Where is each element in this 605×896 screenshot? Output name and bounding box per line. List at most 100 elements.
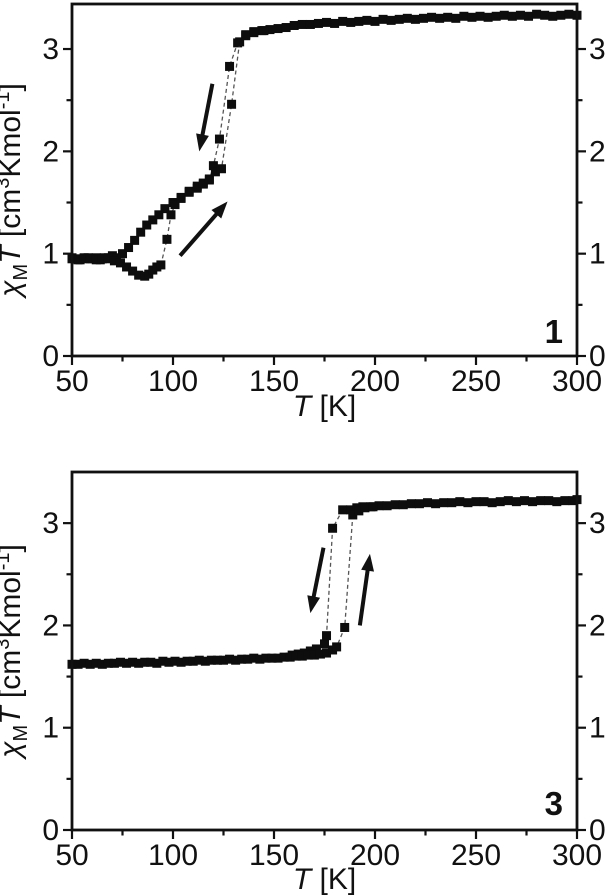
data-point-marker [338, 16, 348, 26]
data-point-marker [166, 210, 176, 220]
y-tick-label-right: 1 [589, 712, 605, 745]
data-point-marker [279, 652, 289, 662]
y-axis-label-part: M [10, 725, 32, 742]
data-point-marker [564, 9, 574, 19]
data-point-marker [348, 510, 358, 520]
x-tick-label: 250 [451, 365, 501, 398]
data-point-marker [515, 10, 525, 20]
arrow-head [307, 595, 321, 614]
data-point-marker [249, 28, 259, 38]
y-axis-label-part: T [0, 704, 27, 725]
x-tick-label: 250 [451, 839, 501, 872]
y-tick-label-right: 3 [589, 507, 605, 540]
data-point-marker [158, 656, 168, 666]
data-point-marker [487, 498, 497, 508]
data-point-marker [225, 61, 235, 71]
data-point-marker [322, 631, 332, 641]
y-axis-label-part: -1 [0, 553, 14, 571]
data-point-marker [134, 270, 144, 280]
data-point-marker [532, 9, 542, 19]
plot-frame [70, 2, 579, 358]
data-point-marker [156, 260, 166, 270]
x-axis-label-part: [K] [311, 863, 356, 896]
y-axis-label-part: Kmol [0, 109, 27, 177]
data-point-marker [439, 498, 449, 508]
data-point-marker [192, 181, 202, 191]
data-point-marker [91, 658, 101, 668]
data-point-marker [136, 227, 146, 237]
data-point-marker [503, 496, 513, 506]
y-tick-label-right: 2 [589, 135, 605, 168]
data-point-marker [414, 499, 424, 509]
data-point-marker [320, 639, 329, 649]
data-point-marker [378, 14, 388, 24]
y-tick-label-right: 1 [589, 238, 605, 271]
data-point-marker [265, 25, 275, 35]
data-point-marker [176, 657, 186, 667]
data-point-marker [459, 11, 469, 21]
data-point-marker [79, 658, 89, 668]
y-axis-label-part: 3 [0, 178, 14, 189]
data-point-marker [340, 622, 350, 632]
y-tick-label-right: 3 [589, 33, 605, 66]
data-point-marker [97, 254, 107, 264]
x-tick-label: 100 [148, 365, 198, 398]
data-point-marker [451, 13, 461, 23]
arrow-head [361, 553, 375, 572]
data-point-marker [146, 657, 156, 667]
data-point-marker [435, 13, 445, 23]
y-axis-label-part: M [10, 264, 32, 281]
y-axis-label-part: -1 [0, 92, 14, 110]
x-tick-label: 50 [55, 839, 88, 872]
y-tick-label-left: 0 [42, 340, 59, 373]
data-point-marker [354, 16, 364, 26]
data-point-marker [182, 656, 192, 666]
data-point-marker [467, 12, 477, 22]
data-point-marker [243, 654, 253, 664]
data-point-marker [354, 506, 364, 516]
y-tick-label-left: 0 [42, 814, 59, 847]
data-point-marker [309, 650, 319, 660]
y-tick-label-left: 3 [42, 507, 59, 540]
data-point-marker [330, 18, 340, 28]
data-point-marker [455, 497, 465, 507]
data-point-marker [79, 253, 89, 263]
data-point-marker [281, 23, 291, 33]
data-point-marker [315, 649, 325, 659]
x-axis-label-part: T [293, 390, 314, 423]
data-point-marker [544, 496, 554, 506]
data-point-marker [552, 497, 562, 507]
data-point-marker [115, 657, 125, 667]
data-point-marker [73, 255, 83, 265]
data-point-marker [536, 496, 546, 506]
data-point-marker [188, 656, 198, 666]
data-point-marker [394, 14, 404, 24]
x-tick-label: 50 [55, 365, 88, 398]
data-point-marker [128, 657, 138, 667]
data-point-marker [152, 658, 162, 668]
data-point-marker [524, 11, 534, 21]
data-point-marker [124, 243, 134, 253]
data-point-marker [200, 656, 210, 666]
data-point-marker [103, 658, 113, 668]
data-point-marker [427, 12, 437, 22]
y-axis-label-part: χ [0, 741, 27, 761]
data-point-marker [241, 31, 251, 41]
data-point-marker [249, 653, 259, 663]
data-point-marker [368, 502, 378, 512]
arrow-shaft [310, 547, 326, 604]
data-point-marker [210, 167, 220, 177]
data-point-marker [311, 644, 321, 654]
data-point-marker [370, 16, 380, 26]
data-point-marker [122, 262, 132, 272]
data-point-marker [255, 654, 265, 664]
x-tick-label: 300 [552, 365, 602, 398]
arrow-shaft [357, 563, 371, 626]
data-point-marker [162, 234, 172, 244]
data-point-marker [235, 37, 245, 47]
